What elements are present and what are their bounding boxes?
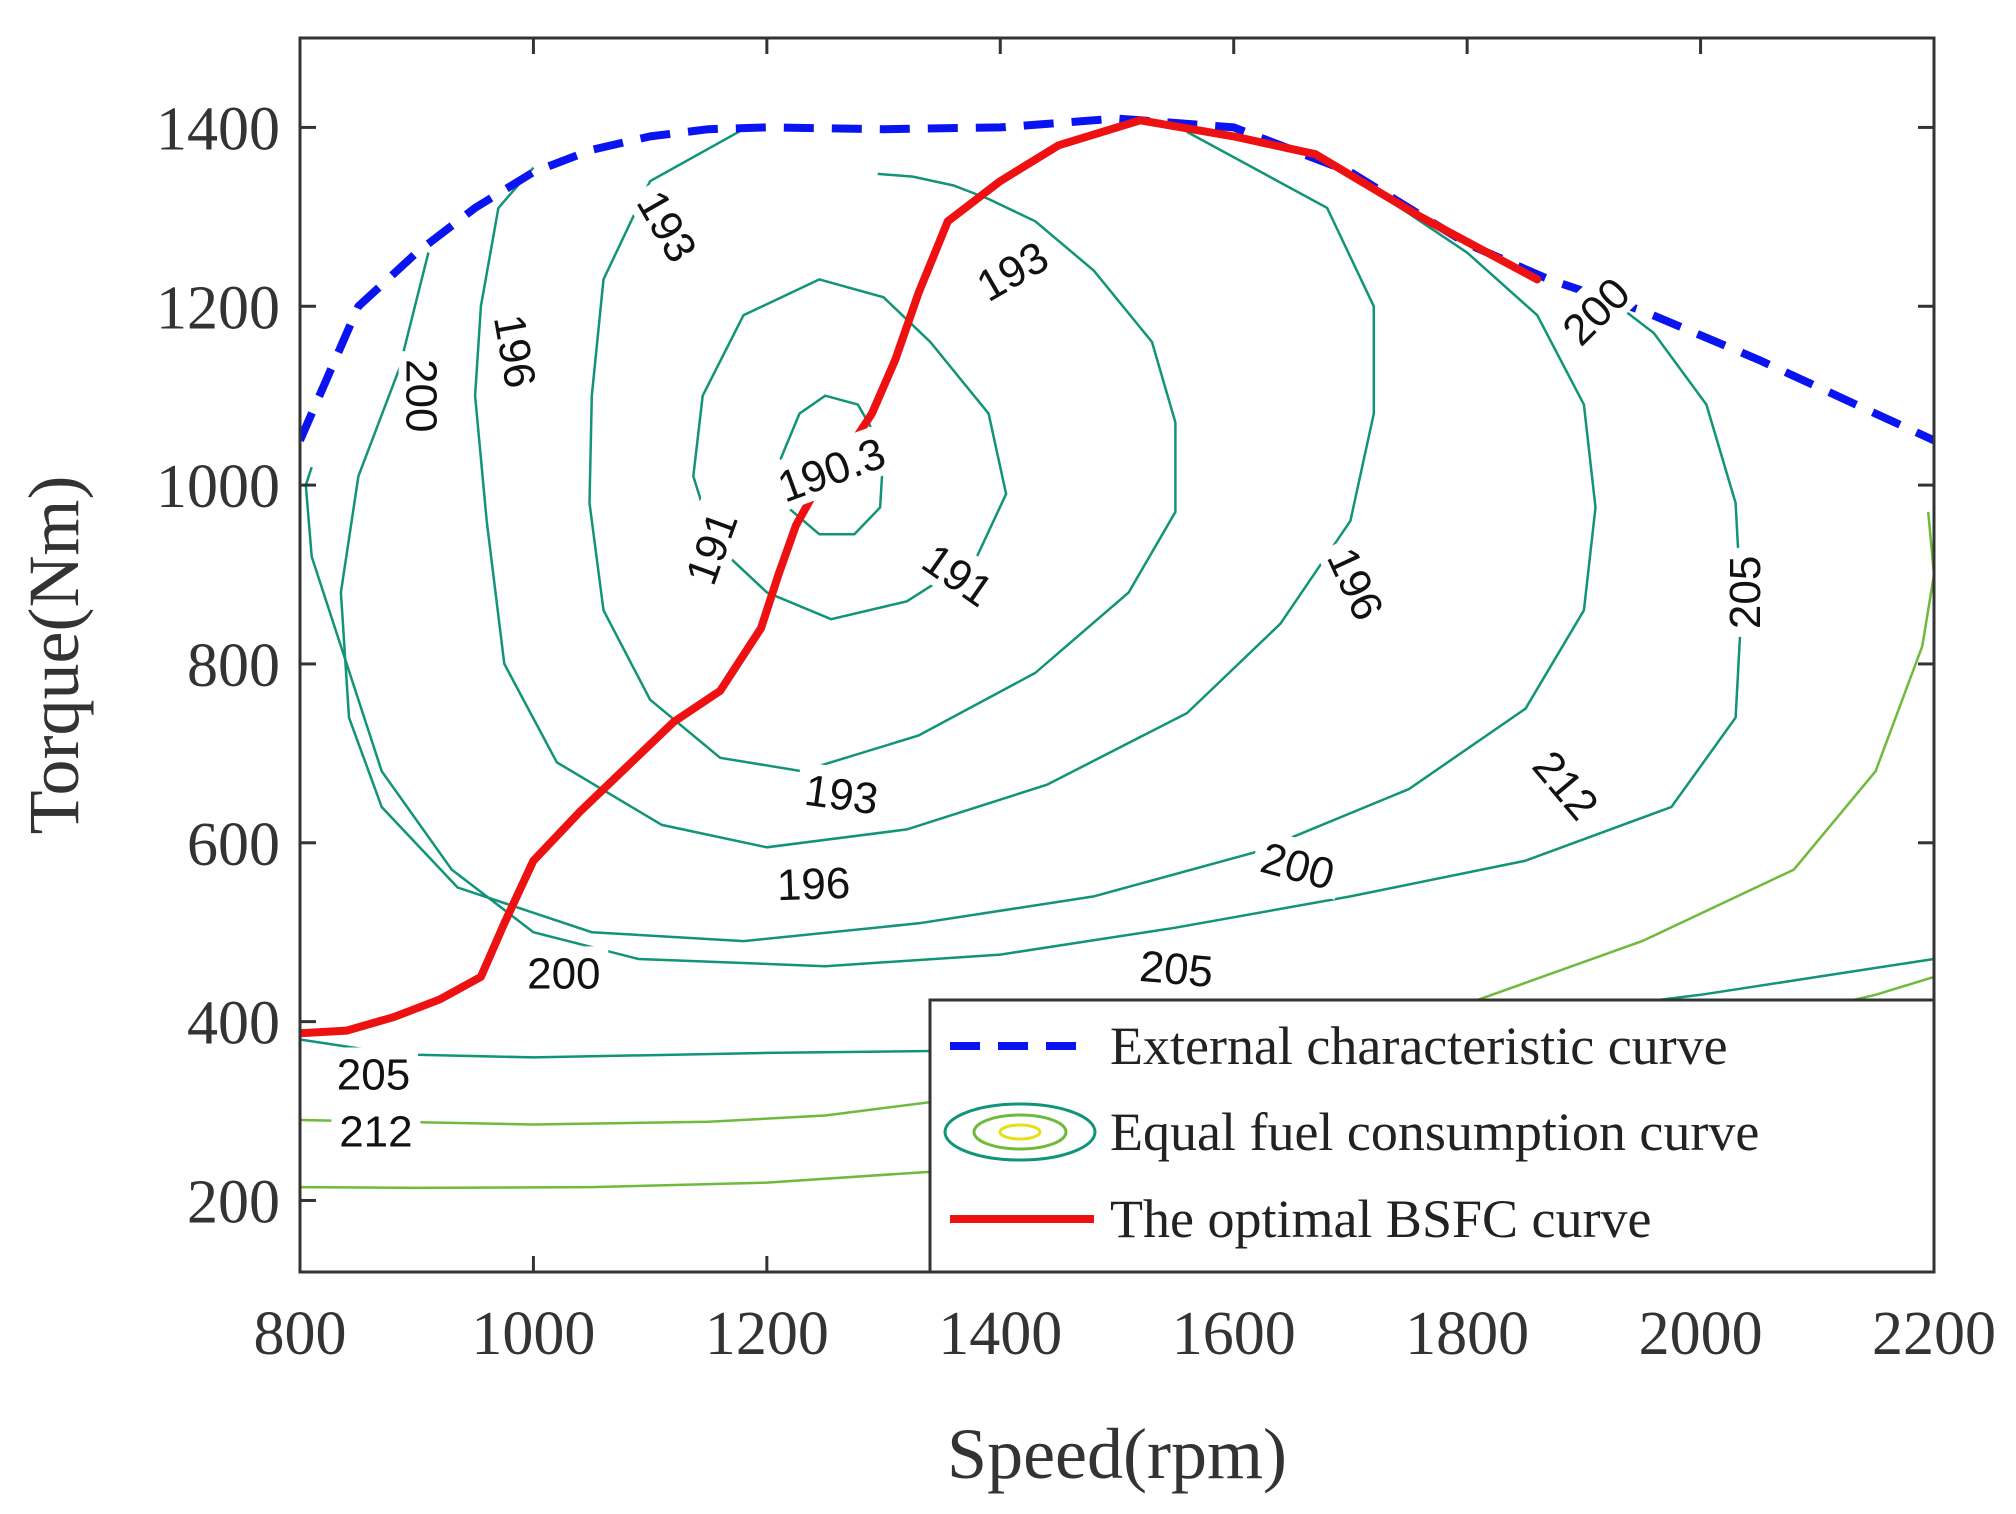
contour-label-5: 193 [794, 761, 890, 825]
contour-label-bg [1519, 733, 1615, 835]
contour-label-11: 200 [1248, 828, 1348, 900]
contour-line-200-4 [339, 188, 1597, 943]
y-tick-label: 600 [187, 811, 280, 879]
contour-label-10: 200 [519, 946, 609, 998]
legend-label-external: External characteristic curve [1110, 1016, 1728, 1076]
tick-layer: 800 1000 1200 1400 1600 1800 2000 2200 200 400 600… [156, 38, 1996, 1368]
contour-label-bg [624, 174, 713, 277]
y-tick-label: 1000 [156, 453, 280, 521]
contour-label-text: 200 [527, 949, 600, 998]
x-tick-label: 1600 [1172, 1300, 1296, 1368]
contour-label-bg [1130, 938, 1224, 996]
y-tick-label: 1400 [156, 95, 280, 163]
contour-label-text: 205 [1721, 556, 1770, 629]
y-tick-label: 1200 [156, 274, 280, 342]
contour-label-bg [768, 855, 859, 909]
contour-label-text: 196 [776, 859, 851, 911]
legend-box [928, 998, 1936, 1274]
x-tick-label: 2200 [1872, 1300, 1996, 1368]
contour-line-193-2 [588, 128, 1177, 773]
legend-contour-swatch [943, 1102, 1097, 1162]
contour-label-bg [329, 1047, 418, 1098]
y-axis-title: Torque(Nm) [14, 476, 94, 835]
contour-label-bg [519, 946, 609, 997]
y-tick-label: 200 [187, 1168, 280, 1236]
contour-label-bg [1717, 547, 1768, 637]
x-tick-label: 1000 [471, 1300, 595, 1368]
contour-label-text: 205 [337, 1051, 410, 1100]
contour-label-9: 200 [397, 351, 449, 441]
x-tick-label: 2000 [1639, 1300, 1763, 1368]
contour-label-17: 212 [331, 1104, 421, 1157]
contour-line-205-5 [304, 305, 1743, 968]
contour-label-bg [398, 351, 449, 441]
contour-label-text: 200 [397, 359, 446, 432]
optimal-bsfc-line [300, 116, 1542, 1038]
legend-label-contour: Equal fuel consumption curve [1110, 1102, 1759, 1162]
contour-label-13: 205 [1717, 547, 1770, 637]
contour-label-bg [671, 496, 749, 598]
contour-label-14: 205 [1130, 938, 1224, 997]
legend-label-bsfc: The optimal BSFC curve [1110, 1189, 1651, 1249]
contour-label-bg [484, 302, 550, 399]
contour-label-text: 205 [1138, 942, 1215, 997]
contour-label-bg [331, 1104, 421, 1155]
contour-label-text: 193 [802, 766, 882, 825]
contour-label-bg [794, 761, 890, 824]
contour-label-bg [1545, 260, 1644, 360]
contour-label-bg [1248, 828, 1348, 900]
contour-label-bg [960, 225, 1063, 314]
contour-line-196-3 [473, 130, 1376, 849]
contour-label-bg [1315, 532, 1399, 634]
x-axis-title: Speed(rpm) [947, 1414, 1287, 1494]
x-tick-label: 1400 [938, 1300, 1062, 1368]
contour-label-7: 196 [768, 855, 859, 910]
contour-label-15: 205 [329, 1047, 418, 1100]
legend: External characteristic curve Equal fuel… [928, 998, 1936, 1274]
contour-label-6: 196 [484, 302, 550, 399]
contour-label-text: 212 [339, 1108, 412, 1157]
x-tick-label: 1800 [1405, 1300, 1529, 1368]
x-tick-label: 800 [254, 1300, 347, 1368]
y-tick-label: 400 [187, 990, 280, 1058]
contour-label-bg [756, 420, 905, 516]
contour-line-191-1 [692, 278, 1008, 621]
contour-label-bg [908, 527, 1010, 620]
contour-label-2: 191 [908, 527, 1010, 620]
x-tick-label: 1200 [705, 1300, 829, 1368]
y-tick-label: 800 [187, 632, 280, 700]
